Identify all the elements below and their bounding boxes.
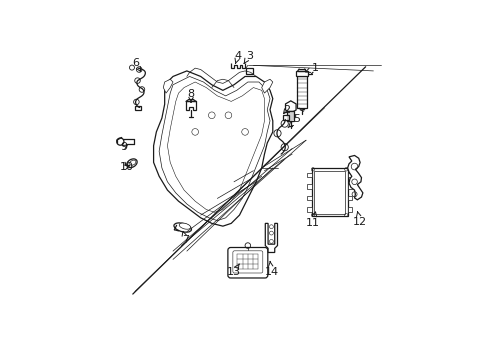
Polygon shape [283,115,288,120]
Polygon shape [287,111,293,121]
Polygon shape [261,79,272,93]
Polygon shape [135,105,141,110]
Text: 13: 13 [226,264,241,277]
Polygon shape [153,71,272,226]
Polygon shape [347,156,362,200]
FancyBboxPatch shape [232,251,262,273]
FancyBboxPatch shape [227,247,267,278]
Text: 2: 2 [283,105,289,115]
Polygon shape [163,79,173,93]
Ellipse shape [174,223,191,232]
Ellipse shape [129,160,136,165]
Polygon shape [265,223,277,252]
Bar [306,196,311,200]
Text: 8: 8 [187,90,194,102]
Text: 5: 5 [287,114,299,128]
Bar [306,184,311,189]
Ellipse shape [126,159,137,168]
Ellipse shape [179,223,190,229]
Bar [347,173,351,177]
Text: 6: 6 [132,58,140,71]
Text: 12: 12 [352,211,366,227]
Polygon shape [296,76,306,108]
Text: 14: 14 [264,261,278,277]
Polygon shape [295,71,307,76]
Bar [314,171,344,214]
Polygon shape [245,68,253,74]
Text: 10: 10 [119,162,133,172]
Text: 11: 11 [305,212,319,228]
Bar [347,196,351,200]
Bar [311,168,347,216]
Text: 3: 3 [244,51,252,63]
Polygon shape [185,102,196,110]
Bar [306,207,311,212]
Bar [306,173,311,177]
Bar [347,184,351,189]
Text: 4: 4 [234,51,241,63]
Text: 9: 9 [120,142,127,152]
Text: 1: 1 [305,63,319,73]
Bar [347,207,351,212]
Text: 7: 7 [182,231,189,245]
